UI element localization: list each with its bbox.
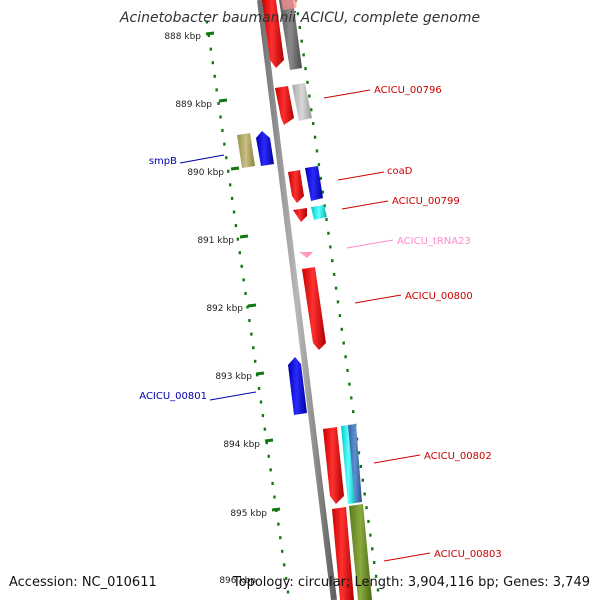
kbp-scale: 888 kbp 889 kbp 890 kbp 891 kbp 892 kbp … [164,31,281,586]
kbp-label: 892 kbp [206,304,243,314]
leader-line [323,89,371,99]
gene-block-acicu-00803-b[interactable] [349,504,372,600]
gene-block-acicu-00802-b[interactable] [341,425,356,504]
gene-block-acicu-00803[interactable] [332,507,354,600]
feature-label-acicu-trna23[interactable]: ACICU_tRNA23 [397,236,471,247]
feature-label-acicu-00802[interactable]: ACICU_00802 [424,451,492,462]
accession-text: Accession: NC_010611 [9,575,157,590]
feature-label-coad[interactable]: coaD [387,166,413,177]
gene-block-smpb-a[interactable] [237,133,255,168]
gene-block-acicu-00796-b[interactable] [292,83,312,121]
leader-line [209,391,257,401]
gene-features [237,0,372,600]
gene-block-acicu-00799-b[interactable] [311,205,327,220]
feature-label-acicu-00800[interactable]: ACICU_00800 [405,291,473,302]
kbp-label: 895 kbp [230,509,267,519]
gene-block-acicu-00801[interactable] [288,357,307,415]
leader-line [337,171,385,181]
kbp-label: 891 kbp [197,236,234,246]
feature-label-acicu-00801[interactable]: ACICU_00801 [139,391,207,402]
feature-label-acicu-00799[interactable]: ACICU_00799 [392,196,460,207]
gene-block-acicu-00800[interactable] [302,267,326,350]
feature-labels: ACICU_00796 smpB coaD ACICU_00799 ACICU_… [139,85,502,562]
gene-block-acicu-trna23[interactable] [299,252,313,258]
gene-block-acicu-00796[interactable] [275,86,294,125]
leader-line [179,154,225,164]
kbp-tick [218,98,228,103]
genome-title: Acinetobacter baumannii ACICU, complete … [119,10,481,26]
leader-line [346,239,394,249]
leader-line [341,200,389,210]
kbp-tick [271,507,281,512]
leader-line [383,552,431,562]
feature-label-acicu-00796[interactable]: ACICU_00796 [374,85,442,96]
kbp-label: 890 kbp [187,168,224,178]
gene-block-acicu-00802-c[interactable] [348,424,362,503]
genome-summary-text: Topology: circular; Length: 3,904,116 bp… [232,575,590,590]
kbp-label: 896 kbp [219,576,256,586]
kbp-tick [264,438,274,443]
gene-block-coad-b[interactable] [305,166,323,201]
feature-label-acicu-00803[interactable]: ACICU_00803 [434,549,502,560]
kbp-label: 893 kbp [215,372,252,382]
kbp-tick [255,371,265,376]
kbp-label: 888 kbp [164,32,201,42]
kbp-tick [247,303,257,308]
kbp-label: 894 kbp [223,440,260,450]
genome-backbone [257,0,337,600]
leader-line [373,454,421,464]
kbp-tick [230,166,240,171]
gene-block-acicu-00799[interactable] [293,208,307,222]
kbp-tick [239,234,249,239]
gene-block-acicu-00802[interactable] [323,427,344,504]
gene-block-coad[interactable] [288,170,304,203]
kbp-tick [205,31,215,36]
kbp-label: 889 kbp [175,100,212,110]
leader-line [354,294,402,304]
gene-block-grey[interactable] [279,0,302,70]
gene-block-red[interactable] [262,0,284,68]
gene-block-pink[interactable] [281,0,297,10]
gene-block-smpb[interactable] [256,131,274,166]
feature-label-smpb[interactable]: smpB [149,156,177,167]
